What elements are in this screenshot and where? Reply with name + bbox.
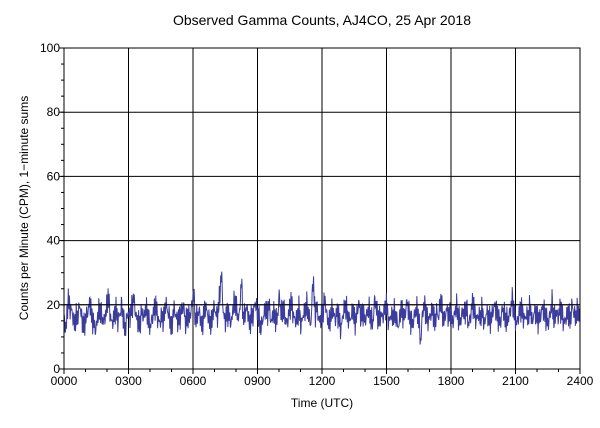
x-axis-label: Time (UTC) <box>291 396 353 410</box>
y-tick-label: 20 <box>47 298 61 312</box>
y-tick-label: 100 <box>40 41 60 55</box>
y-tick-label: 40 <box>47 234 61 248</box>
x-tick-label: 2400 <box>567 374 594 388</box>
x-tick-label: 2100 <box>502 374 529 388</box>
y-tick-label: 80 <box>47 105 61 119</box>
x-tick-label: 1500 <box>373 374 400 388</box>
chart-title: Observed Gamma Counts, AJ4CO, 25 Apr 201… <box>173 12 471 28</box>
x-tick-label: 0000 <box>51 374 78 388</box>
axis-ticks <box>59 47 581 374</box>
y-axis-label: Counts per Minute (CPM), 1−minute sums <box>17 96 31 320</box>
x-tick-label: 0300 <box>115 374 142 388</box>
x-tick-label: 1800 <box>438 374 465 388</box>
x-tick-labels: 0000 0300 0600 0900 1200 1500 1800 2100 2400 <box>51 374 594 388</box>
plot-frame <box>63 47 581 370</box>
y-tick-label: 0 <box>53 362 60 376</box>
x-tick-label: 0600 <box>180 374 207 388</box>
x-tick-label: 1200 <box>309 374 336 388</box>
y-tick-label: 60 <box>47 169 61 183</box>
x-tick-label: 0900 <box>244 374 271 388</box>
y-tick-labels: 0 20 40 60 80 100 <box>40 41 60 376</box>
